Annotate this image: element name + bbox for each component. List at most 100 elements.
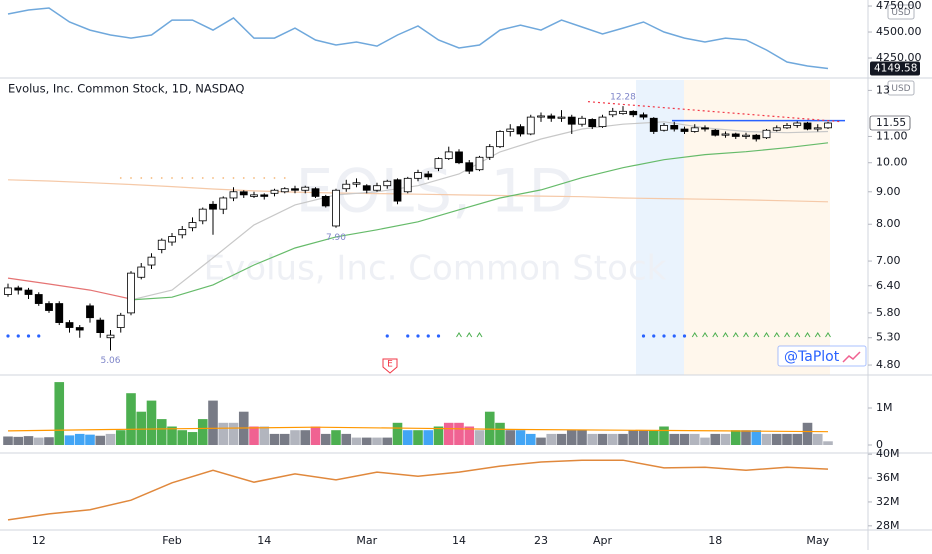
volume-bar [156, 419, 167, 445]
candle-body [721, 133, 730, 136]
candle-body [547, 115, 556, 119]
candle-body [731, 133, 740, 137]
signal-dot [232, 177, 235, 179]
volume-bar [792, 433, 803, 445]
y-tick-label: 5.80 [876, 306, 901, 319]
candle-body [711, 129, 720, 136]
volume-bar [782, 433, 792, 445]
y-tick-label: 4.80 [876, 358, 901, 371]
signal-caret [784, 332, 790, 338]
line [7, 7, 829, 70]
y-tick-label: 32M [876, 495, 900, 508]
volume-bar [443, 422, 454, 445]
line [7, 179, 829, 203]
volume-bar [597, 433, 608, 445]
volume-bar [126, 393, 136, 445]
candle-body [291, 188, 299, 191]
earnings-label[interactable]: E [387, 360, 393, 370]
candle-body [598, 116, 607, 128]
candle-body [14, 287, 23, 291]
volume-bar [3, 436, 13, 445]
candle-body [690, 127, 699, 132]
candle-body [444, 151, 453, 160]
volume-bar [290, 430, 300, 445]
volume-bar [361, 437, 372, 445]
candle-body [250, 194, 258, 197]
signal-dot [426, 334, 430, 338]
candle-body [608, 110, 617, 116]
x-tick-label: May [806, 534, 829, 547]
signal-dot [26, 334, 31, 338]
candle-body [280, 188, 289, 193]
signal-caret [794, 332, 801, 338]
volume-bar [618, 433, 628, 445]
candle-body [188, 222, 197, 229]
candle-body [475, 156, 484, 171]
signal-dot [385, 334, 389, 338]
candle-body [45, 303, 53, 311]
signal-dot [263, 177, 266, 179]
x-tick-label: 12 [32, 534, 46, 547]
volume-bar [300, 430, 311, 445]
volume-bar [823, 441, 833, 445]
signal-caret [825, 332, 831, 338]
candle-body [147, 256, 156, 266]
candle-body [403, 177, 412, 193]
y-tick-label: 7.00 [876, 254, 901, 267]
y-tick-label: 9.00 [876, 185, 901, 198]
earnings-marker[interactable] [382, 358, 398, 374]
volume-bar [720, 433, 731, 445]
candle-body [619, 110, 627, 115]
y-tick-label: 10.00 [876, 156, 908, 169]
candle-body [198, 208, 207, 222]
candle-body [680, 128, 689, 132]
candle-body [526, 116, 535, 135]
candle-body [332, 189, 340, 227]
candle-body [629, 110, 638, 116]
signal-caret [732, 332, 739, 338]
volume-bar [700, 437, 710, 445]
y-tick-label: 4500.00 [876, 25, 922, 38]
signal-dot [652, 334, 656, 338]
last-price: 11.55 [876, 117, 906, 129]
candle-body [803, 122, 812, 130]
volume-bar [771, 433, 782, 445]
volume-bar [310, 426, 321, 445]
x-tick-label: Feb [162, 534, 181, 547]
volume-bar [228, 422, 239, 445]
candle-body [465, 162, 474, 172]
y-tick-label: 5.30 [876, 331, 901, 344]
volume-bar [259, 426, 270, 445]
y-tick-label: 4750.00 [876, 0, 922, 12]
candle-body [373, 185, 381, 191]
signal-dot [171, 177, 173, 179]
signal-dot [191, 177, 194, 179]
volume-bar [607, 433, 618, 445]
volume-bar [64, 435, 75, 445]
candle-body [116, 314, 125, 328]
volume-bar [669, 433, 680, 445]
volume-bar [44, 437, 54, 445]
volume-bar [115, 430, 126, 445]
signal-dot [273, 177, 276, 179]
y-tick-label: 0 [876, 438, 883, 451]
candle-body [4, 287, 12, 295]
volume-bar [505, 430, 516, 445]
volume-bar [556, 433, 567, 445]
y-tick-label: 1M [876, 401, 893, 414]
signal-dot [160, 177, 163, 179]
volume-bar [638, 430, 649, 445]
x-tick-label: 18 [708, 534, 722, 547]
currency: USD [891, 84, 910, 94]
signal-caret [753, 332, 760, 338]
x-tick-label: Apr [593, 534, 613, 547]
volume-bar [54, 382, 65, 445]
candle-body [137, 266, 146, 278]
volume-bar [146, 400, 157, 445]
volume-bar [536, 437, 546, 445]
candle-body [270, 189, 279, 194]
candle-body [516, 126, 525, 135]
signal-dot [682, 334, 687, 338]
signal-caret [691, 332, 698, 338]
